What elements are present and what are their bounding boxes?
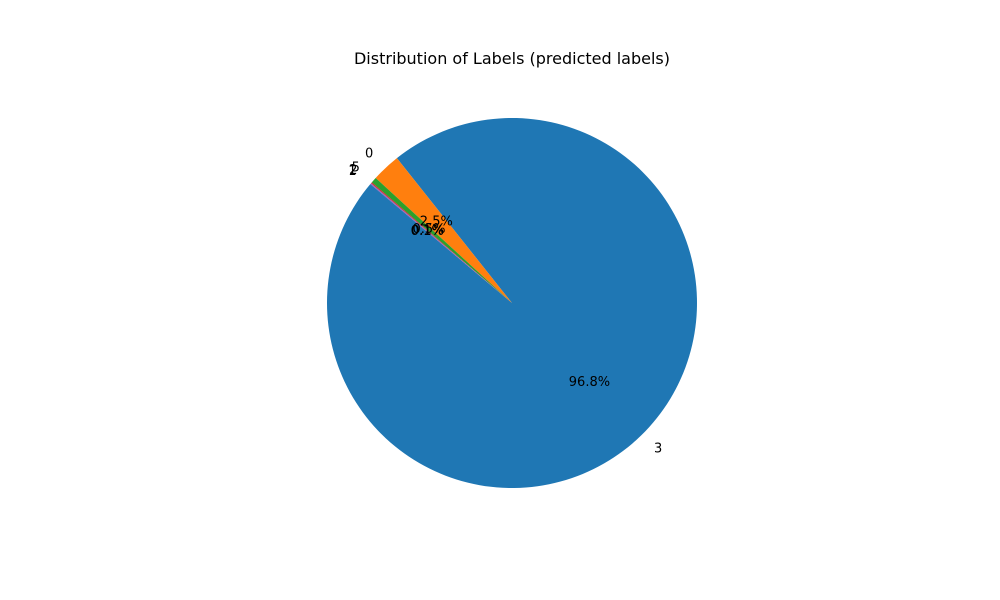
slice-label-1: 1 xyxy=(348,164,356,179)
pie-slice-2 xyxy=(371,182,512,303)
slice-pct-0: 2.5% xyxy=(420,214,453,229)
pie-slice-1 xyxy=(370,183,512,303)
slice-pct-2: 0.1% xyxy=(411,223,444,238)
pie-labels: 396.8%02.5%50.5%20.1%10.1% xyxy=(348,147,662,457)
slice-pct-3: 96.8% xyxy=(569,375,610,390)
slice-label-3: 3 xyxy=(654,441,662,456)
slice-label-5: 5 xyxy=(352,160,360,175)
slice-pct-1: 0.1% xyxy=(411,224,444,239)
slice-label-2: 2 xyxy=(349,163,357,178)
pie-slice-3 xyxy=(326,118,697,489)
slice-pct-5: 0.5% xyxy=(413,222,446,237)
pie-slice-0 xyxy=(375,158,512,303)
slice-label-0: 0 xyxy=(365,147,373,162)
chart-title: Distribution of Labels (predicted labels… xyxy=(354,49,670,68)
pie-slice-5 xyxy=(371,177,512,303)
pie-slices xyxy=(326,118,697,489)
